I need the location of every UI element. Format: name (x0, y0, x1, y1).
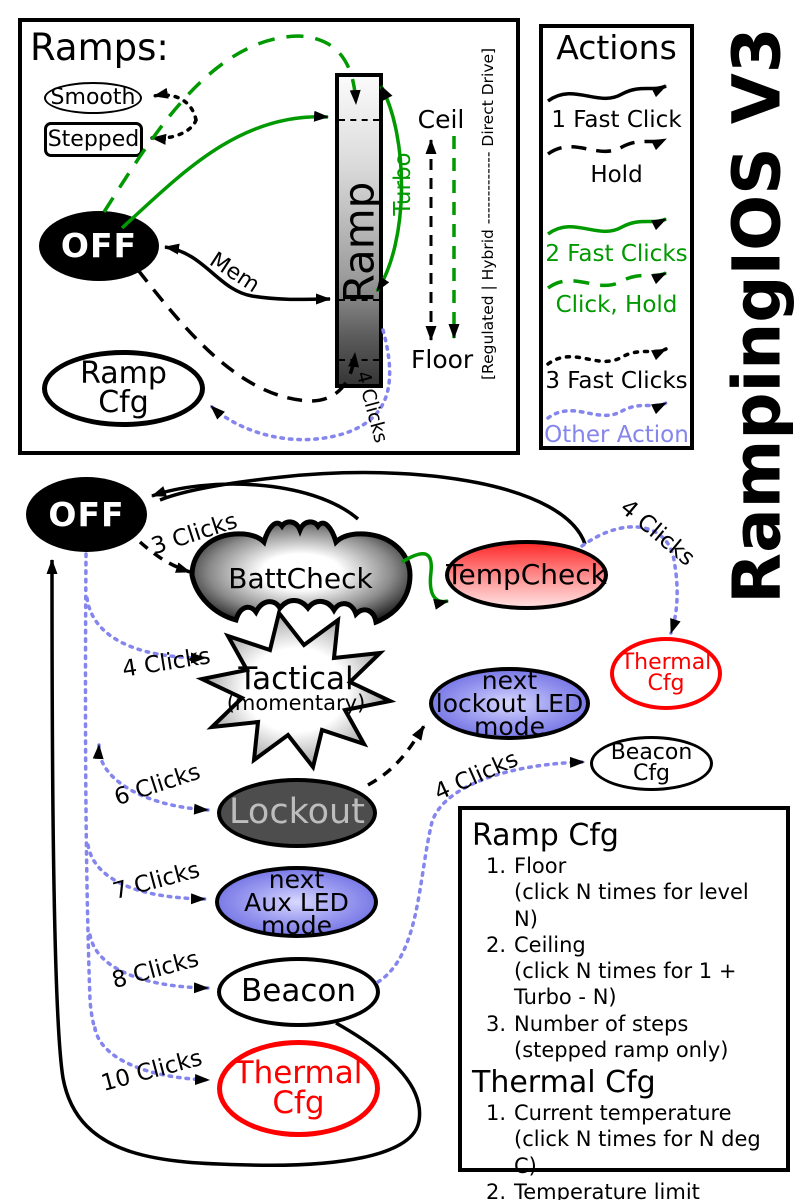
thermal-cfg-bottom-line2: Cfg (272, 1084, 325, 1121)
cfg-ramp-item-1-text: Floor (click N times for level N) (514, 853, 778, 932)
beacon-cfg-line1: Beacon (610, 739, 693, 765)
floor-label: Floor (411, 345, 474, 374)
cfg-thermal-item-1-text: Current temperature (click N times for N … (514, 1100, 778, 1179)
ramp-cfg-line2: Cfg (98, 384, 149, 420)
beacon-cfg-line2: Cfg (632, 760, 671, 786)
node-ramp-cfg: Ramp Cfg (42, 350, 205, 427)
lockout-label: Lockout (229, 792, 365, 833)
next-aux-line3: mode (261, 910, 332, 940)
tempcheck-label: TempCheck (446, 557, 607, 591)
node-lockout: Lockout (217, 778, 377, 848)
t: Temperature limit (514, 1179, 700, 1200)
cfg-ramp-item-2-num: 2. (485, 932, 506, 957)
page-title: RampingIOS V3 (718, 27, 796, 604)
cfg-thermal-item-1-num: 1. (485, 1101, 506, 1125)
cfg-ramp-heading: Ramp Cfg (472, 818, 619, 853)
node-off-main: OFF (26, 477, 147, 552)
s: (click N times for level N) (514, 880, 749, 931)
node-stepped: Stepped (44, 122, 143, 157)
cfg-ramp-item-1-num: 1. (485, 854, 506, 878)
node-next-aux-led: next Aux LED mode (215, 866, 378, 938)
cfg-info-box: Ramp Cfg 1. Floor (click N times for leve… (458, 806, 790, 1200)
s: (click N times for 1 + Turbo - N) (514, 959, 737, 1010)
action-label-1fastclick: 1 Fast Click (551, 107, 682, 133)
cfg-ramp-item-2: 2. Ceiling (click N times for 1 + Turbo -… (472, 932, 778, 1011)
node-next-lockout-led: next lockout LED mode (429, 667, 590, 740)
cfg-ramp-item-2-text: Ceiling (click N times for 1 + Turbo - N) (514, 932, 778, 1011)
cfg-thermal-heading: Thermal Cfg (472, 1065, 656, 1100)
beacon-label: Beacon (241, 973, 356, 1010)
cfg-ramp-item-3-text: Number of steps (stepped ramp only) (514, 1011, 728, 1064)
node-tempcheck: TempCheck (445, 540, 608, 610)
node-beacon: Beacon (217, 957, 380, 1027)
action-label-2fastclicks: 2 Fast Clicks (545, 241, 688, 267)
thermal-cfg-top-line2: Cfg (647, 670, 685, 696)
next-lockout-line1: next (481, 666, 538, 695)
t: Ceiling (514, 932, 586, 957)
off-label: OFF (60, 226, 138, 266)
ramp-tick-ceiling (339, 299, 379, 301)
battcheck-label: BattCheck (228, 562, 373, 595)
node-thermal-cfg-top: Thermal Cfg (610, 637, 722, 710)
cfg-thermal-item-2-num: 2. (485, 1179, 506, 1200)
cfg-thermal-item-2-text: Temperature limit(click N times for 30 C… (514, 1179, 778, 1200)
s: (stepped ramp only) (514, 1037, 729, 1062)
ceil-label: Ceil (417, 105, 465, 134)
tactical-line2: (momentary) (226, 690, 366, 715)
ramp-tick-top (339, 119, 379, 121)
node-beacon-cfg: Beacon Cfg (590, 736, 713, 791)
tactical-label: Tactical (momentary) (206, 661, 386, 715)
cfg-thermal-item-1: 1. Current temperature (click N times for… (472, 1100, 778, 1179)
action-label-otheraction: Other Action (544, 422, 689, 448)
action-label-3fastclicks: 3 Fast Clicks (545, 368, 688, 394)
t: Current temperature (514, 1101, 732, 1125)
node-smooth: Smooth (44, 82, 142, 114)
next-lockout-line2: lockout LED (435, 689, 584, 718)
cfg-ramp-item-1: 1. Floor (click N times for level N) (472, 853, 778, 932)
cfg-ramp-item-3: 3. Number of steps (stepped ramp only) (472, 1011, 778, 1064)
node-off-ramps: OFF (39, 211, 159, 281)
smooth-label: Smooth (50, 84, 136, 110)
next-lockout-line3: mode (474, 712, 545, 741)
stepped-label: Stepped (47, 127, 140, 152)
turbo-label: Turbo (390, 152, 416, 216)
ramp-bar-label: Ramp (334, 181, 384, 304)
node-thermal-cfg-bottom: Thermal Cfg (217, 1040, 380, 1137)
actions-box-title: Actions (556, 28, 677, 67)
action-label-clickhold: Click, Hold (555, 292, 678, 318)
s: (click N times for N deg C) (514, 1127, 761, 1178)
cfg-ramp-item-3-num: 3. (485, 1011, 506, 1036)
cfg-thermal-item-2: 2. Temperature limit(click N times for 3… (472, 1179, 778, 1200)
drive-axis-label: [Regulated | Hybrid ------------- Direct… (479, 47, 497, 380)
t: Number of steps (514, 1011, 689, 1036)
off-main-label: OFF (48, 494, 125, 534)
ramps-box-title: Ramps: (30, 26, 169, 69)
thermal-cfg-top-line1: Thermal (620, 649, 712, 675)
t: Floor (514, 854, 567, 878)
tactical-line1: Tactical (238, 661, 354, 697)
action-label-hold: Hold (590, 162, 643, 188)
ramp-tick-floor (339, 359, 379, 361)
